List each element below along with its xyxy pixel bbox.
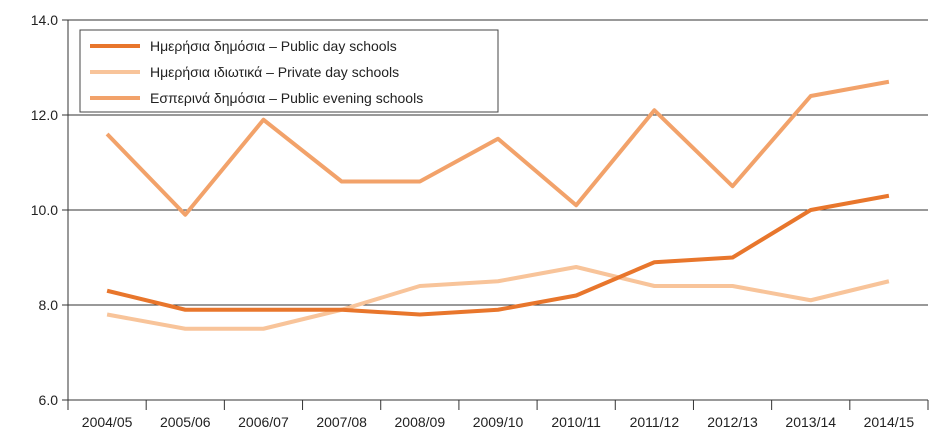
series-line-private-day	[106, 265, 890, 331]
series-line-public-day	[106, 193, 890, 317]
x-tick-label: 2012/13	[707, 414, 758, 430]
y-tick-label: 14.0	[31, 12, 58, 28]
x-axis-ticks: 2004/05 2005/06 2006/07 2007/08 2008/09 2009/…	[67, 400, 929, 430]
x-tick-label: 2009/10	[473, 414, 524, 430]
y-tick-label: 6.0	[39, 392, 59, 408]
x-tick-label: 2007/08	[316, 414, 367, 430]
legend-box	[79, 29, 499, 113]
x-tick-label: 2010/11	[551, 414, 601, 430]
x-tick-label: 2005/06	[160, 414, 211, 430]
legend-label-public-evening: Εσπερινά δημόσια – Public evening school…	[150, 90, 423, 106]
x-tick-label: 2004/05	[82, 414, 133, 430]
x-tick-label: 2011/12	[630, 414, 680, 430]
y-axis-ticks: 6.0 8.0 10.0 12.0 14.0	[31, 12, 68, 408]
x-tick-label: 2014/15	[864, 414, 915, 430]
x-tick-label: 2006/07	[238, 414, 289, 430]
series-line-public-evening	[105, 79, 890, 217]
y-tick-label: 8.0	[39, 297, 59, 313]
x-tick-label: 2013/14	[785, 414, 836, 430]
y-tick-label: 10.0	[31, 202, 58, 218]
gridlines	[68, 19, 928, 401]
x-tick-label: 2008/09	[395, 414, 446, 430]
legend-label-public-day: Ημερήσια δημόσια – Public day schools	[150, 38, 397, 54]
series-lines	[105, 79, 890, 331]
legend: Ημερήσια δημόσια – Public day schools Ημ…	[79, 29, 499, 113]
legend-label-private-day: Ημερήσια ιδιωτικά – Private day schools	[150, 64, 399, 80]
y-tick-label: 12.0	[31, 107, 58, 123]
